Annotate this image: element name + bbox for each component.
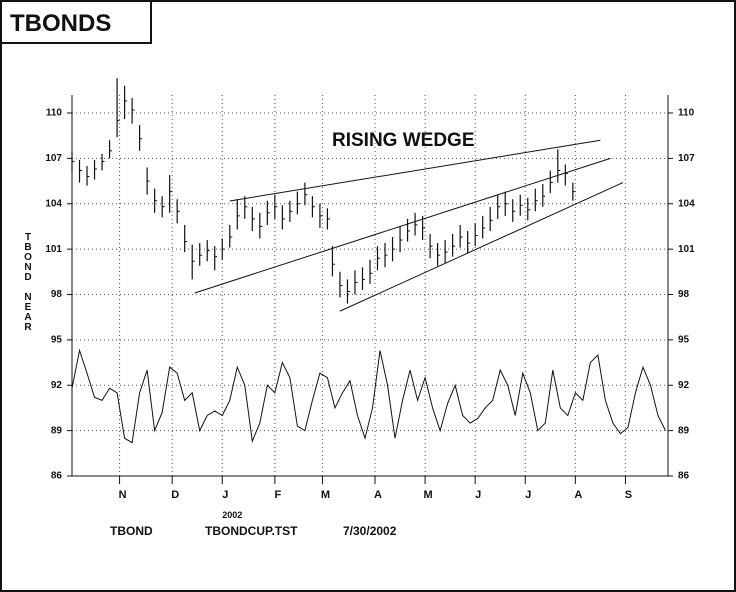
y-tick-label-right: 101 [678,244,695,255]
x-tick-label: J [475,489,481,501]
x-tick-label: M [424,489,433,501]
y-tick-label-right: 110 [678,108,695,119]
footer-text: TBOND [110,524,153,538]
trend-line [229,139,601,202]
trend-line [194,157,611,294]
y-tick-label-right: 95 [678,335,690,346]
x-tick-label: S [625,489,632,501]
x-tick-label: J [222,489,228,501]
y-tick-label: 104 [45,198,62,209]
y-tick-label: 98 [51,289,63,300]
y-tick-label: 101 [45,244,62,255]
y-tick-label-right: 86 [678,471,690,482]
footer-text: TBONDCUP.TST [205,524,298,538]
y-tick-label-right: 107 [678,153,695,164]
footer-text: 7/30/2002 [343,524,397,538]
x-tick-label: N [119,489,127,501]
y-tick-label: 107 [45,153,62,164]
x-tick-label: A [374,489,382,501]
y-axis-label: TBOND NEAR [23,232,34,332]
x-tick-label: D [171,489,179,501]
x-tick-label: J [525,489,531,501]
y-tick-label: 89 [51,425,63,436]
year-label: 2002 [222,510,242,520]
y-tick-label-right: 98 [678,289,690,300]
x-tick-label: A [574,489,582,501]
y-tick-label-right: 89 [678,425,690,436]
annotation: RISING WEDGE [332,130,475,151]
y-tick-label: 110 [46,108,63,119]
y-tick-label-right: 104 [678,198,695,209]
oscillator-line [71,348,666,444]
y-tick-label-right: 92 [678,380,690,391]
x-tick-label: M [321,489,330,501]
title-box [0,0,152,44]
y-tick-label: 95 [51,335,63,346]
trend-line [339,182,624,312]
chart-title: TBONDS [10,10,111,37]
y-tick-label: 86 [51,471,63,482]
x-tick-label: F [274,489,281,501]
y-tick-label: 92 [51,380,63,391]
